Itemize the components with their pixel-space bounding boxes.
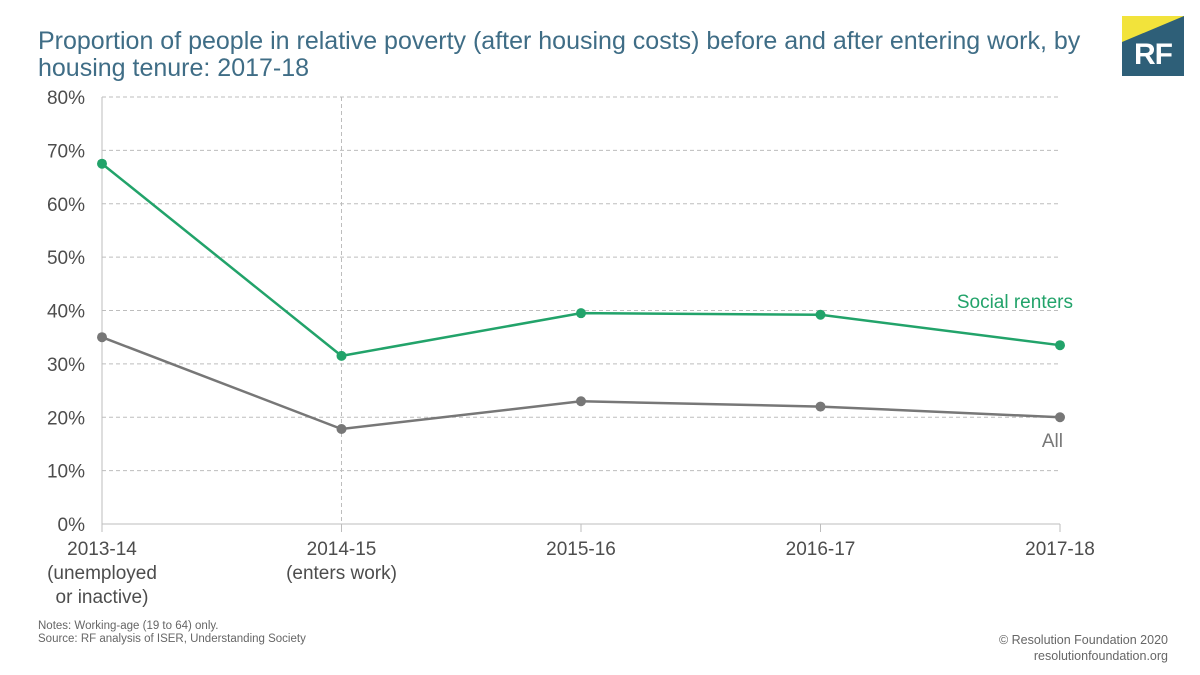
- series-labels: Social renters All: [957, 292, 1073, 452]
- copyright-text: © Resolution Foundation 2020: [998, 633, 1168, 647]
- data-point: [576, 396, 586, 407]
- series-line-0: [101, 162, 1061, 358]
- x-tick-label: 2013-14 (unemployed or inactive): [47, 539, 157, 608]
- chart-title: Proportion of people in relative poverty…: [38, 27, 1081, 82]
- logo-accent-shape: [1122, 16, 1184, 42]
- x-axis: 2013-14 (unemployed or inactive) 2014-15 (en…: [47, 97, 1095, 608]
- y-tick-label: 0%: [58, 515, 86, 536]
- y-tick-label: 40%: [47, 302, 85, 323]
- y-tick-label: 80%: [47, 88, 85, 109]
- x-tick-label: 2016-17: [786, 539, 856, 560]
- x-tick-label-line: (unemployed: [47, 563, 157, 584]
- data-point: [815, 309, 826, 320]
- data-point: [1055, 412, 1065, 423]
- x-tick-label: 2017-18: [1025, 539, 1095, 560]
- y-axis-ticks: 0% 10% 20% 30% 40% 50% 60% 70% 80%: [47, 88, 85, 536]
- data-point: [97, 158, 107, 169]
- y-tick-label: 70%: [47, 141, 85, 162]
- series-label-1: All: [1042, 431, 1063, 452]
- x-tick-label-line: 2017-18: [1025, 539, 1095, 560]
- x-tick-label: 2014-15 (enters work): [286, 539, 397, 584]
- data-point: [336, 350, 347, 361]
- x-tick-label-line: 2013-14: [67, 539, 137, 560]
- logo-text: RF: [1134, 38, 1173, 71]
- y-tick-label: 60%: [47, 195, 85, 216]
- y-tick-label: 20%: [47, 408, 85, 429]
- data-point: [97, 332, 107, 343]
- x-tick-label-line: 2015-16: [546, 539, 616, 560]
- source-text: Source: RF analysis of ISER, Understandi…: [38, 633, 306, 645]
- website-text: resolutionfoundation.org: [1033, 649, 1168, 663]
- data-point: [815, 401, 826, 412]
- data-point: [576, 308, 586, 319]
- data-point: [1055, 340, 1065, 351]
- x-tick-label-line: 2016-17: [786, 539, 856, 560]
- x-tick-label-line: 2014-15: [307, 539, 377, 560]
- x-tick-label-line: (enters work): [286, 563, 397, 584]
- series-label-0: Social renters: [957, 292, 1073, 313]
- line-chart: 0% 10% 20% 30% 40% 50% 60% 70% 80% 2013-14 (unemp…: [47, 88, 1095, 608]
- notes-text: Notes: Working-age (19 to 64) only.: [38, 620, 219, 632]
- y-tick-label: 30%: [47, 355, 85, 376]
- x-tick-label: 2015-16: [546, 539, 616, 560]
- series-line-1: [101, 336, 1061, 431]
- series-layer: [97, 158, 1065, 434]
- y-tick-label: 10%: [47, 462, 85, 483]
- data-point: [336, 423, 347, 434]
- rf-logo: RF: [1122, 16, 1184, 76]
- y-tick-label: 50%: [47, 248, 85, 269]
- x-tick-label-line: or inactive): [56, 587, 149, 608]
